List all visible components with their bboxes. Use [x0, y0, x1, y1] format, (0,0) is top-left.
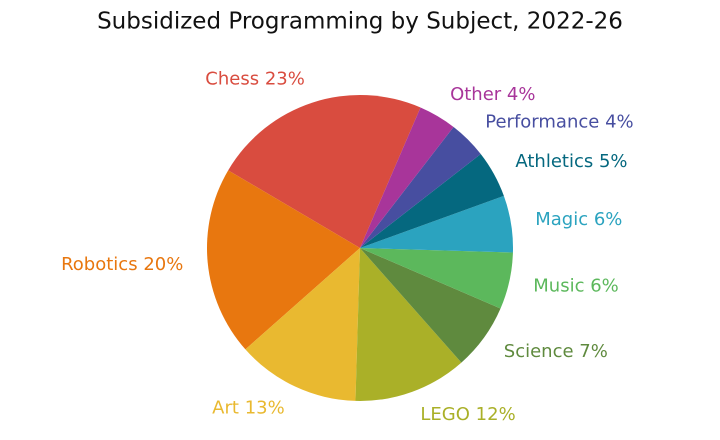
slice-label: Music 6%	[533, 275, 619, 296]
slice-label: Other 4%	[450, 84, 535, 105]
pie-slice	[207, 170, 360, 350]
slice-category: Chess	[205, 68, 259, 89]
slice-category: Performance	[485, 111, 599, 132]
pie-slice	[360, 154, 504, 248]
slice-value: 4%	[507, 84, 536, 105]
slice-category: LEGO	[420, 404, 470, 425]
slice-value: 5%	[599, 151, 628, 172]
slice-value: 23%	[265, 68, 305, 89]
pie-slice	[360, 248, 513, 309]
slice-value: 12%	[476, 404, 516, 425]
slice-label: LEGO 12%	[420, 404, 515, 425]
pie-slice	[245, 248, 360, 401]
slice-label: Magic 6%	[535, 209, 622, 230]
slice-label: Robotics 20%	[61, 254, 183, 275]
pie-slice	[360, 107, 454, 248]
slice-category: Athletics	[515, 151, 593, 172]
pie-slice	[228, 94, 421, 248]
slice-category: Robotics	[61, 254, 137, 275]
slice-label: Performance 4%	[485, 111, 633, 132]
slice-category: Music	[533, 275, 584, 296]
slice-value: 7%	[579, 341, 608, 362]
pie-slice	[360, 195, 513, 253]
slice-label: Art 13%	[212, 398, 285, 419]
slice-value: 13%	[245, 398, 285, 419]
slice-category: Magic	[535, 209, 588, 230]
pie-slice	[355, 248, 462, 401]
pie-slice	[360, 126, 481, 248]
chart-title: Subsidized Programming by Subject, 2022-…	[97, 9, 623, 35]
slice-value: 6%	[590, 275, 619, 296]
slice-value: 6%	[594, 209, 623, 230]
slice-label: Science 7%	[504, 341, 608, 362]
slice-category: Science	[504, 341, 574, 362]
slice-label: Athletics 5%	[515, 151, 627, 172]
pie-slice	[360, 248, 501, 363]
slice-value: 20%	[143, 254, 183, 275]
slice-category: Art	[212, 398, 239, 419]
slice-label: Chess 23%	[205, 68, 305, 89]
slice-value: 4%	[605, 111, 634, 132]
slice-category: Other	[450, 84, 502, 105]
